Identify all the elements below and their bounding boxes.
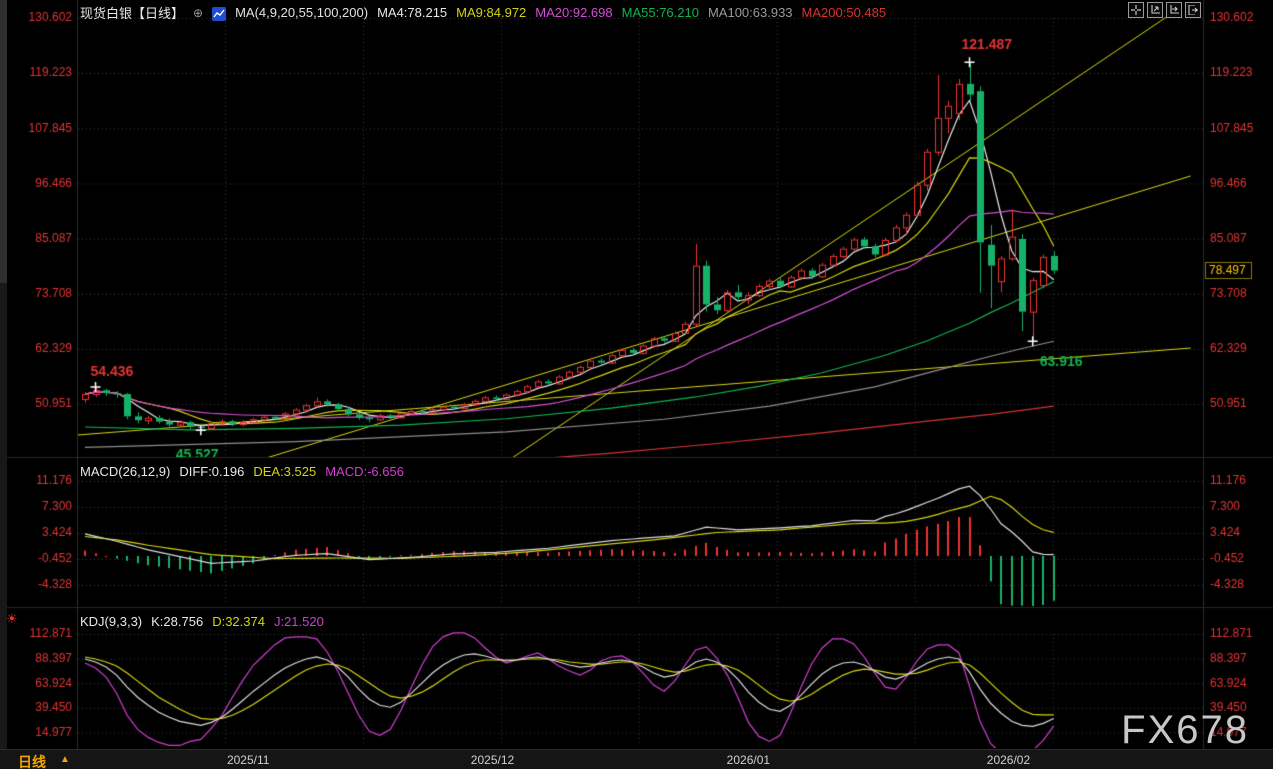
kdj-d-value: D:32.374 [212, 614, 265, 629]
ma100-value: MA100:63.933 [707, 5, 793, 20]
left-scrollbar-thumb[interactable] [0, 0, 7, 283]
macd-title: MACD(26,12,9) [80, 464, 171, 479]
x-axis-scale-tool-icon[interactable] [1166, 2, 1182, 18]
macd-panel-header: MACD(26,12,9) DIFF:0.196 DEA:3.525 MACD:… [80, 464, 404, 479]
bottom-bar: 日线 ▲ 2025/11 2025/12 2026/01 2026/02 [0, 749, 1273, 769]
macd-diff-value: DIFF:0.196 [179, 464, 245, 479]
kdj-panel-header: KDJ(9,3,3) K:28.756 D:32.374 J:21.520 [80, 614, 324, 629]
indicator-settings-icon[interactable]: ⊕ [193, 5, 204, 20]
macd-macd-value: MACD:-6.656 [325, 464, 404, 479]
macd-dea-value: DEA:3.525 [253, 464, 317, 479]
kdj-j-value: J:21.520 [273, 614, 324, 629]
period-arrow-icon[interactable]: ▲ [60, 754, 70, 765]
x-axis-label: 2026/01 [726, 753, 771, 767]
fx678-watermark: FX678 [1121, 708, 1249, 752]
candlestick-chart-icon[interactable] [212, 6, 227, 21]
crosshair-tool-icon[interactable] [1128, 2, 1144, 18]
chart-toolbar [1128, 2, 1201, 18]
collapse-panel-tool-icon[interactable] [1185, 2, 1201, 18]
kdj-title: KDJ(9,3,3) [80, 614, 143, 629]
x-axis-label: 2026/02 [986, 753, 1031, 767]
left-scrollbar-track [0, 0, 7, 750]
red-sun-icon: ☀ [6, 611, 18, 626]
period-selector[interactable]: 日线 [18, 754, 46, 769]
y-axis-scale-tool-icon[interactable] [1147, 2, 1163, 18]
instrument-title: 现货白银【日线】 [80, 6, 185, 21]
kdj-k-value: K:28.756 [151, 614, 204, 629]
ma55-value: MA55:76.210 [621, 5, 699, 20]
ma-group-label: MA(4,9,20,55,100,200) [235, 5, 369, 20]
x-axis-label: 2025/12 [470, 753, 515, 767]
main-chart-header: 现货白银【日线】 ⊕ MA(4,9,20,55,100,200) MA4:78.… [80, 3, 886, 22]
ma20-value: MA20:92.698 [535, 5, 613, 20]
x-axis-label: 2025/11 [226, 753, 270, 767]
ma4-value: MA4:78.215 [377, 5, 448, 20]
ma200-value: MA200:50.485 [801, 5, 887, 20]
ma9-value: MA9:84.972 [456, 5, 527, 20]
